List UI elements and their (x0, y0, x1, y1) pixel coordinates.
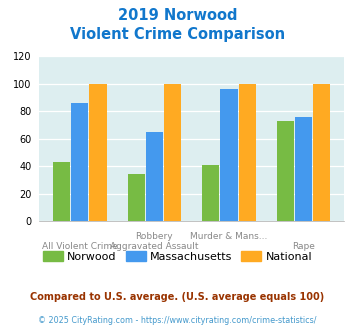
Bar (127, 174, 145, 221)
Bar (71, 103, 88, 221)
Bar (239, 83, 256, 221)
Bar (53, 162, 70, 221)
Text: Murder & Mans...: Murder & Mans... (190, 232, 268, 241)
Text: All Violent Crime: All Violent Crime (42, 242, 118, 251)
Bar (295, 116, 312, 221)
Text: Violent Crime Comparison: Violent Crime Comparison (70, 27, 285, 42)
Bar (202, 165, 219, 221)
Text: Rape: Rape (292, 242, 315, 251)
Text: 2019 Norwood: 2019 Norwood (118, 8, 237, 23)
Bar (220, 89, 237, 221)
Bar (89, 83, 106, 221)
Bar (146, 132, 163, 221)
Bar (164, 83, 181, 221)
Bar (277, 121, 294, 221)
Text: Aggravated Assault: Aggravated Assault (110, 242, 199, 251)
Text: Robbery: Robbery (136, 232, 173, 241)
Text: © 2025 CityRating.com - https://www.cityrating.com/crime-statistics/: © 2025 CityRating.com - https://www.city… (38, 316, 317, 325)
Text: Compared to U.S. average. (U.S. average equals 100): Compared to U.S. average. (U.S. average … (31, 292, 324, 302)
Legend: Norwood, Massachusetts, National: Norwood, Massachusetts, National (38, 247, 317, 267)
Bar (313, 83, 331, 221)
